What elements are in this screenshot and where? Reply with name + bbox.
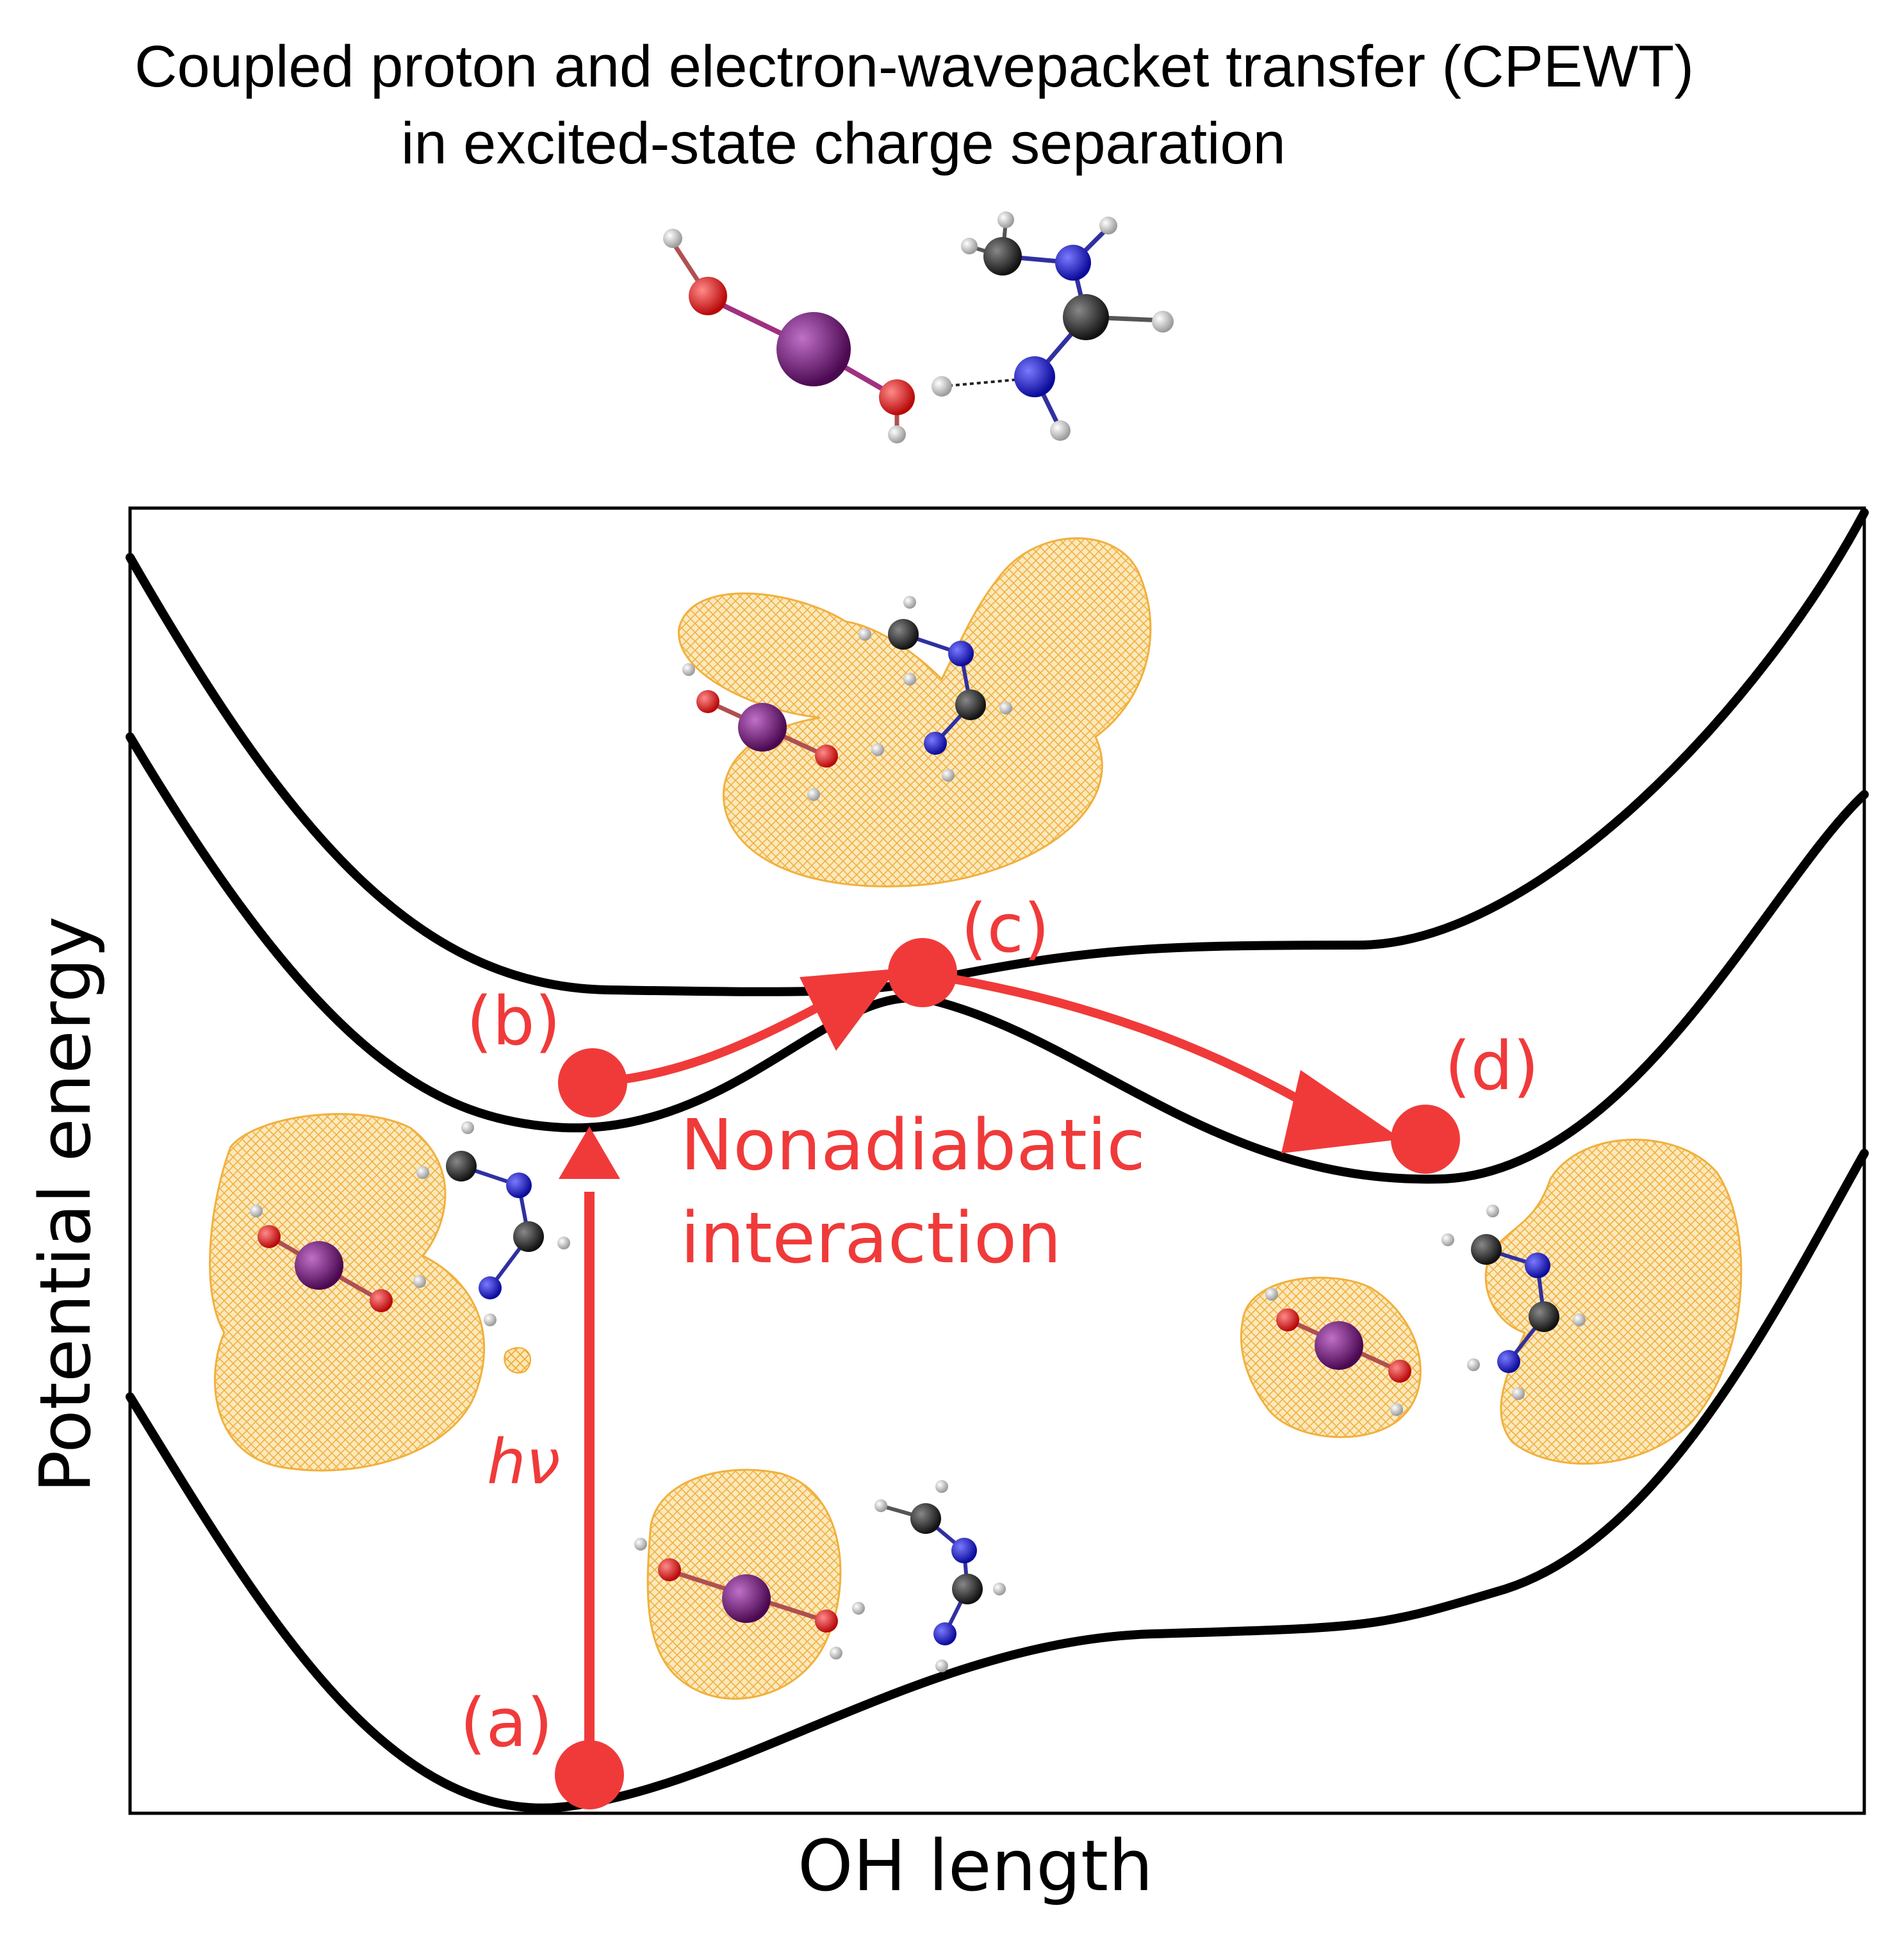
state-point-d <box>1391 1105 1460 1174</box>
state-point-a <box>555 1740 624 1809</box>
orbital-cluster-c <box>678 537 1152 887</box>
state-point-b <box>558 1048 627 1117</box>
title-line-1: Coupled proton and electron-wavepacket t… <box>135 34 1695 99</box>
photon-label: hν <box>487 1426 560 1498</box>
state-label-b: (b) <box>466 982 561 1060</box>
b-to-c-arrowhead <box>800 969 897 1051</box>
nonadiabatic-label-line-2: interaction <box>680 1197 1062 1279</box>
y-axis-label: Potential energy <box>24 916 106 1493</box>
c-to-d-arrowhead <box>1281 1070 1402 1153</box>
state-label-c: (c) <box>961 889 1049 968</box>
transition-arrows <box>559 969 1402 1768</box>
orbital-cluster-a <box>634 1469 1006 1700</box>
state-label-d: (d) <box>1445 1027 1539 1105</box>
first-excited-state-curve <box>126 732 1869 1184</box>
c-to-d-arrow <box>921 969 1329 1119</box>
molecule-structure <box>663 211 1174 443</box>
orbital-cluster-d <box>1240 1139 1743 1465</box>
ground-state-curve <box>126 1149 1869 1813</box>
state-point-c <box>888 938 957 1007</box>
b-to-c-arrow <box>592 998 829 1087</box>
title-line-2: in excited-state charge separation <box>401 111 1286 176</box>
nonadiabatic-label-line-1: Nonadiabatic <box>680 1104 1145 1186</box>
x-axis-label: OH length <box>798 1825 1153 1907</box>
photon-arrowhead <box>559 1126 620 1179</box>
orbital-cluster-b <box>209 1113 570 1472</box>
state-label-a: (a) <box>460 1684 553 1762</box>
